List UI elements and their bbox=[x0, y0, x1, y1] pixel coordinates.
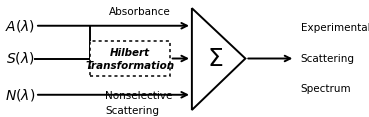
Text: Hilbert: Hilbert bbox=[110, 48, 150, 58]
Text: $\Sigma$: $\Sigma$ bbox=[207, 46, 223, 71]
Text: $A(\lambda)$: $A(\lambda)$ bbox=[5, 18, 35, 34]
Text: Nonselective: Nonselective bbox=[105, 91, 173, 101]
Text: $N(\lambda)$: $N(\lambda)$ bbox=[5, 87, 35, 103]
Text: Absorbance: Absorbance bbox=[109, 7, 170, 17]
Text: Experimental: Experimental bbox=[301, 23, 369, 33]
Text: Scattering: Scattering bbox=[105, 106, 159, 116]
Text: Spectrum: Spectrum bbox=[301, 84, 351, 94]
Text: Transformation: Transformation bbox=[86, 60, 175, 71]
Text: $S(\lambda)$: $S(\lambda)$ bbox=[6, 51, 35, 66]
Text: Scattering: Scattering bbox=[301, 53, 355, 64]
Bar bbox=[90, 41, 170, 76]
